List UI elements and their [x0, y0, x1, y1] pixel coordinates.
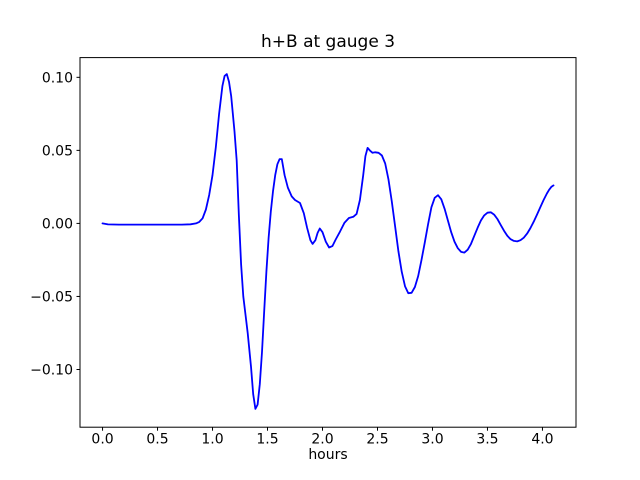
x-tick-label: 3.0: [421, 432, 443, 448]
x-tick-label: 2.0: [311, 432, 333, 448]
x-tick-label: 0.5: [146, 432, 168, 448]
x-tick-label: 1.0: [201, 432, 223, 448]
y-axis-ticks: [76, 76, 80, 370]
x-tick-label: 1.5: [256, 432, 278, 448]
axes-frame: [79, 57, 577, 428]
axes-background: [80, 57, 576, 428]
x-tick-label: 4.0: [531, 432, 553, 448]
y-tick-label: 0.05: [42, 143, 73, 159]
y-tick-label: −0.05: [30, 289, 73, 305]
x-axis-ticks: [102, 427, 543, 431]
x-axis-ticklabels: 0.0 0.5 1.0 1.5 2.0 2.5 3.0 3.5 4.0: [91, 432, 553, 448]
y-tick-label: 0.10: [42, 70, 73, 86]
chart-title: h+B at gauge 3: [261, 32, 395, 52]
y-axis-ticklabels: 0.10 0.05 0.00 −0.05 −0.10: [30, 70, 73, 378]
x-tick-label: 2.5: [366, 432, 388, 448]
y-tick-label: −0.10: [30, 362, 73, 378]
x-tick-label: 3.5: [476, 432, 498, 448]
y-tick-label: 0.00: [42, 216, 73, 232]
x-tick-label: 0.0: [91, 432, 113, 448]
x-axis-label: hours: [308, 447, 347, 463]
line-series: [101, 73, 555, 410]
